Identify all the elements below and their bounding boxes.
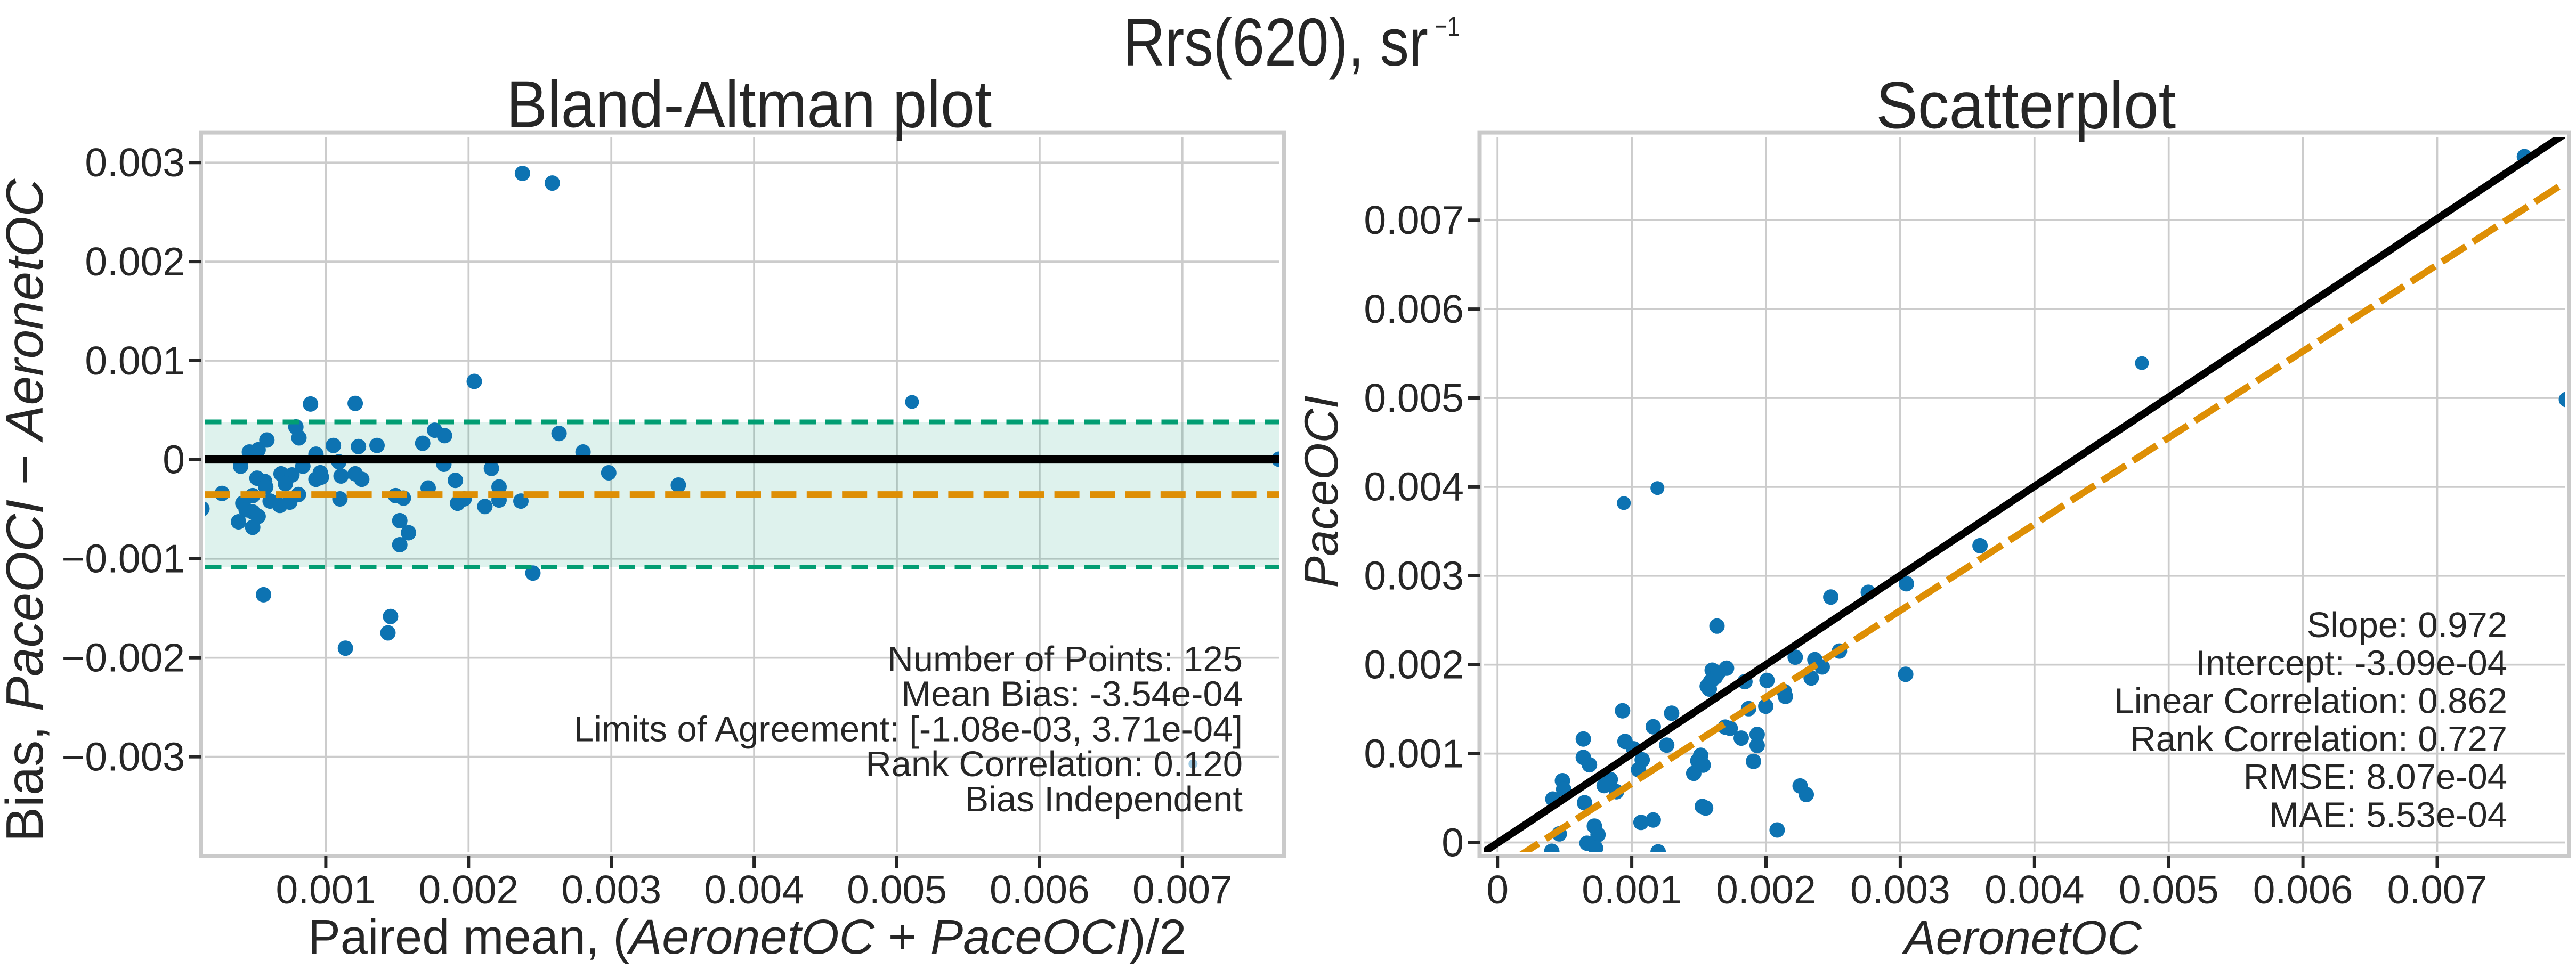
- svg-text:0: 0: [163, 437, 185, 482]
- svg-text:0.001: 0.001: [276, 867, 376, 912]
- svg-text:0.001: 0.001: [1582, 867, 1682, 912]
- svg-text:0.006: 0.006: [2253, 867, 2353, 912]
- svg-text:Slope: 0.972: Slope: 0.972: [2307, 605, 2507, 645]
- svg-text:0.004: 0.004: [1984, 867, 2085, 912]
- svg-text:0.002: 0.002: [1716, 867, 1816, 912]
- svg-text:0.001: 0.001: [1364, 731, 1464, 776]
- svg-text:0.002: 0.002: [418, 867, 519, 912]
- svg-text:0: 0: [1441, 820, 1464, 865]
- svg-text:0.002: 0.002: [85, 239, 185, 284]
- svg-text:0.007: 0.007: [1132, 867, 1233, 912]
- svg-text:0.005: 0.005: [847, 867, 947, 912]
- svg-text:−0.003: −0.003: [62, 734, 185, 779]
- svg-text:−0.002: −0.002: [62, 636, 185, 680]
- svg-text:Intercept: -3.09e-04: Intercept: -3.09e-04: [2196, 643, 2507, 683]
- svg-text:Limits of Agreement: [-1.08e-0: Limits of Agreement: [-1.08e-03, 3.71e-0…: [574, 709, 1243, 749]
- svg-text:0: 0: [1486, 867, 1509, 912]
- svg-text:0.005: 0.005: [2119, 867, 2219, 912]
- svg-text:PaceOCI: PaceOCI: [1294, 395, 1348, 588]
- svg-text:RMSE: 8.07e-04: RMSE: 8.07e-04: [2243, 757, 2507, 797]
- svg-text:Paired mean, (AeronetOC + Pace: Paired mean, (AeronetOC + PaceOCI)/2: [307, 910, 1186, 964]
- svg-text:0.006: 0.006: [990, 867, 1090, 912]
- svg-text:0.004: 0.004: [1364, 465, 1464, 509]
- svg-text:−1: −1: [1435, 11, 1460, 42]
- svg-text:Number of Points: 125: Number of Points: 125: [887, 639, 1243, 679]
- svg-text:MAE: 5.53e-04: MAE: 5.53e-04: [2269, 795, 2507, 835]
- svg-text:Mean Bias: -3.54e-04: Mean Bias: -3.54e-04: [901, 674, 1243, 714]
- svg-text:0.006: 0.006: [1364, 287, 1464, 331]
- svg-text:Bias, PaceOCI − AeronetOC: Bias, PaceOCI − AeronetOC: [0, 178, 54, 842]
- svg-text:0.003: 0.003: [1364, 553, 1464, 598]
- svg-text:0.007: 0.007: [2387, 867, 2488, 912]
- svg-text:0.002: 0.002: [1364, 642, 1464, 687]
- svg-text:Rank Correlation: 0.727: Rank Correlation: 0.727: [2130, 719, 2507, 759]
- svg-text:0.001: 0.001: [85, 338, 185, 383]
- svg-text:0.007: 0.007: [1364, 198, 1464, 242]
- svg-text:Bland-Altman plot: Bland-Altman plot: [506, 68, 992, 142]
- svg-text:Bias Independent: Bias Independent: [965, 779, 1243, 819]
- svg-text:0.005: 0.005: [1364, 376, 1464, 420]
- svg-text:0.003: 0.003: [85, 140, 185, 185]
- svg-text:Scatterplot: Scatterplot: [1876, 69, 2176, 143]
- svg-text:Rrs(620), sr: Rrs(620), sr: [1123, 4, 1428, 80]
- svg-text:0.004: 0.004: [704, 867, 804, 912]
- svg-text:−0.001: −0.001: [62, 536, 185, 581]
- svg-text:0.003: 0.003: [1850, 867, 1950, 912]
- svg-text:0.003: 0.003: [561, 867, 661, 912]
- svg-text:AeronetOC: AeronetOC: [1901, 911, 2142, 964]
- svg-text:Linear Correlation: 0.862: Linear Correlation: 0.862: [2115, 681, 2507, 721]
- svg-text:Rank Correlation: 0.120: Rank Correlation: 0.120: [865, 744, 1243, 784]
